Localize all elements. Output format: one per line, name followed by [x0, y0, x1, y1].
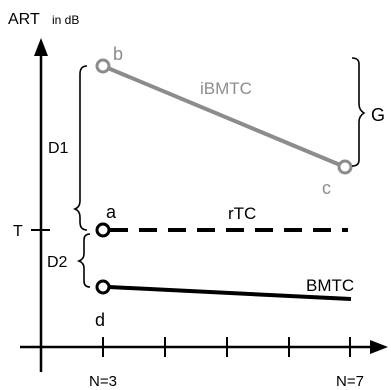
axis-title-unit: in dB	[52, 13, 79, 27]
label-d: d	[95, 310, 105, 330]
x-tick-label-n3: N=3	[89, 373, 117, 390]
point-d	[95, 279, 111, 295]
point-c	[337, 159, 353, 175]
bracket-d1	[72, 65, 88, 231]
axis-title-main: ART	[8, 11, 40, 28]
x-tick-label-n7: N=7	[336, 373, 364, 390]
point-a	[95, 222, 111, 238]
label-rtc: rTC	[228, 204, 256, 223]
label-b: b	[113, 44, 123, 64]
label-ibmtc: iBMTC	[200, 79, 252, 98]
bracket-d2	[76, 233, 91, 288]
label-a: a	[106, 202, 117, 222]
line-bmtc	[108, 285, 352, 301]
bracket-g	[351, 57, 366, 167]
label-d1: D1	[48, 140, 69, 157]
label-bmtc: BMTC	[306, 276, 354, 295]
y-tick-label-t: T	[13, 223, 23, 240]
y-axis-arrow-icon	[34, 38, 48, 56]
label-g: G	[371, 105, 385, 125]
x-axis-arrow-icon	[370, 340, 388, 354]
label-c: c	[322, 178, 331, 198]
point-b	[95, 58, 111, 74]
label-d2: D2	[47, 254, 68, 271]
line-ibmtc	[102, 64, 346, 169]
